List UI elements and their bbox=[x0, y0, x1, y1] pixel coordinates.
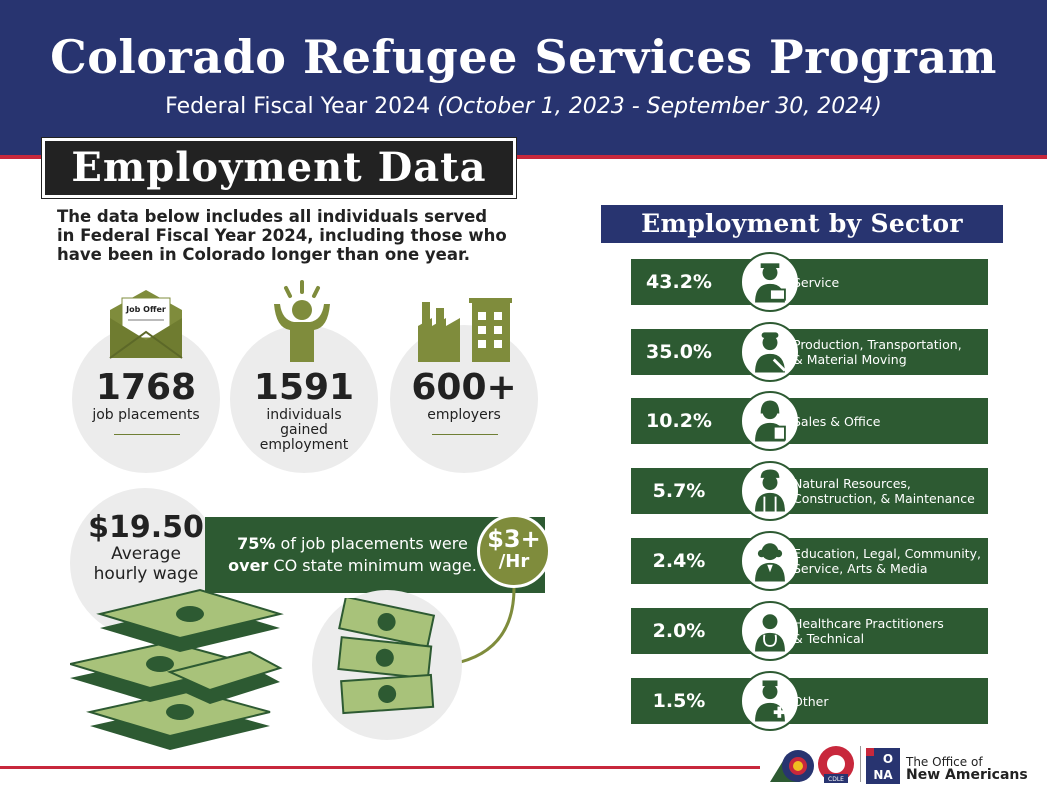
doctor-icon bbox=[740, 601, 800, 661]
chart-category-line: Production, Transportation, bbox=[793, 337, 962, 352]
chart-category-label: Production, Transportation, & Material Mo… bbox=[793, 329, 983, 375]
stat-label-employers: employers bbox=[390, 408, 538, 423]
intro-line: in Federal Fiscal Year 2024, including t… bbox=[57, 226, 507, 245]
section-tag: Employment Data bbox=[41, 137, 517, 199]
office-line-1: The Office of bbox=[906, 755, 983, 769]
stat-value-individuals: 1591 bbox=[253, 367, 355, 408]
chart-category-line: Other bbox=[793, 693, 829, 709]
construction-worker-icon bbox=[740, 461, 800, 521]
svg-text:O: O bbox=[883, 752, 893, 766]
chart-value-label: 2.0% bbox=[652, 620, 706, 642]
envelope-job-offer-icon: Job Offer bbox=[109, 290, 183, 359]
badge-amount: $3+ bbox=[487, 525, 541, 553]
chart-value-label: 10.2% bbox=[646, 410, 712, 432]
chart-category-label: Service bbox=[793, 259, 983, 305]
office-line-2: New Americans bbox=[906, 767, 1028, 783]
chart-bar: 5.7% Natural Resources, Construction, & Ma… bbox=[631, 461, 988, 521]
chart-value-label: 2.4% bbox=[652, 550, 706, 572]
chart-bar: 43.2% Service bbox=[631, 252, 988, 312]
wage-label: Average hourly wage bbox=[76, 544, 216, 584]
intro-line: have been in Colorado longer than one ye… bbox=[57, 245, 471, 264]
page-subtitle: Federal Fiscal Year 2024 (October 1, 202… bbox=[0, 94, 1047, 119]
min-wage-text: 75% of job placements were over CO state … bbox=[220, 533, 485, 577]
stat-label-individuals: individuals gained employment bbox=[230, 408, 378, 453]
wage-above-badge: $3+ /Hr bbox=[477, 514, 551, 588]
celebrating-person-icon bbox=[274, 280, 330, 362]
office-worker-icon bbox=[740, 391, 800, 451]
stat-label-line: gained bbox=[280, 422, 328, 438]
stat-label-line: job placements bbox=[92, 407, 200, 423]
chart-category-label: Sales & Office bbox=[793, 398, 983, 444]
chart-category-label: Healthcare Practitioners & Technical bbox=[793, 608, 983, 654]
chart-bar: 2.4% Education, Legal, Community, Service,… bbox=[631, 531, 988, 591]
chart-category-label: Other bbox=[793, 678, 983, 724]
subtitle-dates: (October 1, 2023 - September 30, 2024) bbox=[437, 94, 882, 119]
chart-category-line: Service, Arts & Media bbox=[793, 561, 928, 576]
money-bills-icon bbox=[337, 598, 436, 715]
wage-label-line: hourly wage bbox=[93, 564, 199, 584]
ona-logo-icon: O NA bbox=[866, 748, 900, 784]
min-wage-text-1: of job placements were bbox=[275, 534, 468, 553]
header-banner bbox=[0, 0, 1047, 155]
intro-text: The data below includes all individuals … bbox=[57, 207, 547, 264]
stat-label-line: individuals bbox=[266, 407, 342, 423]
colorado-logo-icon: CDLE bbox=[770, 746, 854, 783]
mail-carrier-icon bbox=[740, 252, 800, 312]
ona-text: NA bbox=[873, 768, 893, 782]
stat-divider bbox=[432, 434, 498, 435]
min-wage-over: over bbox=[228, 556, 269, 575]
chart-value-label: 5.7% bbox=[652, 480, 706, 502]
chart-category-line: Healthcare Practitioners bbox=[793, 616, 944, 631]
min-wage-pct: 75% bbox=[237, 534, 276, 553]
subtitle-year: Federal Fiscal Year 2024 bbox=[165, 94, 438, 119]
chart-category-line: Education, Legal, Community, bbox=[793, 546, 981, 561]
money-stack-icon bbox=[70, 588, 284, 750]
stat-circle bbox=[390, 325, 538, 473]
wage-amount: $19.50 bbox=[88, 510, 204, 545]
stat-value-placements: 1768 bbox=[95, 367, 197, 408]
factory-buildings-icon bbox=[418, 298, 512, 362]
stat-label-placements: job placements bbox=[72, 408, 220, 423]
badge-unit: /Hr bbox=[498, 551, 530, 572]
section-tag-label: Employment Data bbox=[71, 144, 487, 191]
stat-divider bbox=[114, 434, 180, 435]
chart-bar: 1.5% Other bbox=[631, 671, 988, 731]
chart-category-line: & Technical bbox=[793, 631, 865, 646]
intro-line: The data below includes all individuals … bbox=[57, 207, 488, 226]
nurse-icon bbox=[740, 671, 800, 731]
chart-value-label: 1.5% bbox=[652, 690, 706, 712]
header-stripe bbox=[0, 155, 1047, 159]
chart-value-label: 43.2% bbox=[646, 271, 712, 293]
chart-category-line: & Material Moving bbox=[793, 352, 907, 367]
chart-bar: 2.0% Healthcare Practitioners & Technical bbox=[631, 601, 988, 661]
judge-icon bbox=[740, 531, 800, 591]
cdle-text: CDLE bbox=[828, 776, 844, 783]
chart-category-label: Education, Legal, Community, Service, Art… bbox=[793, 538, 983, 584]
chart-title: Employment by Sector bbox=[601, 205, 1003, 243]
chart-category-line: Construction, & Maintenance bbox=[793, 491, 975, 506]
job-offer-text: Job Offer bbox=[125, 305, 166, 314]
logo-divider bbox=[860, 746, 861, 782]
chart-category-line: Sales & Office bbox=[793, 413, 881, 429]
wage-label-line: Average bbox=[111, 544, 181, 564]
chart-category-line: Service bbox=[793, 274, 840, 290]
chart-category-label: Natural Resources, Construction, & Mainte… bbox=[793, 468, 983, 514]
mechanic-icon bbox=[740, 322, 800, 382]
chart-bar: 10.2% Sales & Office bbox=[631, 391, 988, 451]
chart-category-line: Natural Resources, bbox=[793, 476, 911, 491]
stat-label-line: employment bbox=[259, 437, 349, 453]
stat-value-employers: 600+ bbox=[411, 367, 517, 408]
chart-value-label: 35.0% bbox=[646, 341, 712, 363]
footer-line bbox=[0, 766, 760, 769]
chart-bar: 35.0% Production, Transportation, & Materi… bbox=[631, 322, 988, 382]
page-title: Colorado Refugee Services Program bbox=[50, 30, 997, 84]
min-wage-text-2: CO state minimum wage. bbox=[268, 556, 477, 575]
stat-label-line: employers bbox=[427, 407, 501, 423]
